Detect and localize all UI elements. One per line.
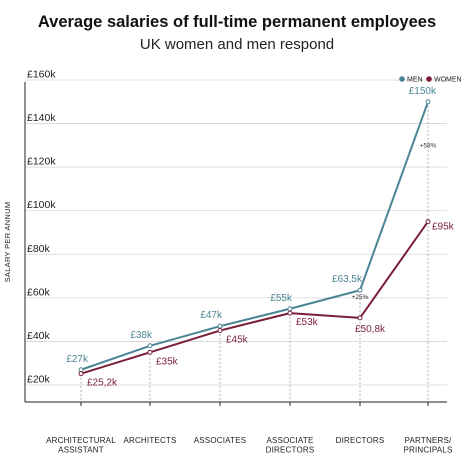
- data-point-women: [425, 219, 431, 225]
- legend-swatch-men: [399, 76, 405, 82]
- data-point-women: [217, 328, 223, 334]
- y-axis-label: SALARY PER ANNUM: [3, 202, 12, 283]
- data-point-men: [425, 99, 431, 105]
- x-category-label: ASSOCIATE: [267, 436, 314, 445]
- x-category-label: ASSISTANT: [58, 446, 104, 455]
- y-tick-label: £20k: [27, 374, 51, 386]
- series-line-men: [80, 101, 429, 371]
- x-category-label: PARTNERS/: [405, 436, 452, 445]
- data-label-women: £35k: [156, 356, 179, 367]
- y-tick-label: £120k: [27, 156, 56, 168]
- y-tick-label: £100k: [27, 199, 56, 211]
- x-category-label: ARCHITECTS: [123, 436, 176, 445]
- data-point-women: [357, 315, 363, 321]
- legend-label-women: WOMEN: [434, 77, 462, 84]
- data-point-men: [78, 367, 84, 373]
- y-tick-label: £40k: [27, 330, 51, 342]
- chart-subtitle: UK women and men respond: [139, 36, 335, 53]
- data-label-men: £47k: [200, 310, 223, 321]
- x-category-label: PRINCIPALS: [404, 446, 453, 455]
- y-tick-label: £160k: [27, 69, 56, 81]
- data-labels: £27k £38k £47k £55k £63,5k £150k £25,2k £35k £45…: [66, 86, 454, 389]
- y-tick-label: £80k: [27, 243, 51, 255]
- data-label-women: £45k: [226, 335, 249, 346]
- chart-legend: MEN WOMEN: [399, 76, 462, 84]
- legend-swatch-women: [426, 76, 432, 82]
- data-label-women: £95k: [432, 222, 455, 233]
- data-label-men: £63,5k: [332, 274, 363, 285]
- data-point-men: [147, 343, 153, 349]
- chart-axes: SALARY PER ANNUM £20k £40k £60k £80k £100k £12…: [3, 69, 452, 455]
- data-label-men: £38k: [130, 330, 153, 341]
- chart-title: Average salaries of full-time permanent …: [37, 13, 437, 31]
- data-point-men: [357, 287, 363, 293]
- data-label-women: £50,8k: [355, 324, 386, 335]
- data-point-women: [287, 310, 293, 316]
- y-tick-label: £140k: [27, 112, 56, 124]
- data-label-women: £53k: [296, 317, 319, 328]
- data-label-men: £27k: [66, 354, 89, 365]
- legend-label-men: MEN: [407, 77, 423, 84]
- data-label-men: £150k: [409, 86, 437, 97]
- series-lines: [78, 99, 431, 377]
- y-tick-label: £60k: [27, 286, 51, 298]
- data-point-women: [78, 371, 84, 377]
- x-category-label: DIRECTORS: [266, 446, 315, 455]
- data-point-men: [287, 306, 293, 312]
- data-label-men: £55k: [270, 293, 293, 304]
- series-line-women: [80, 221, 429, 375]
- gap-annotation: +58%: [420, 143, 437, 150]
- data-label-women: £25,2k: [87, 378, 118, 389]
- x-category-label: ARCHITECTURAL: [46, 436, 116, 445]
- x-category-label: DIRECTORS: [336, 436, 385, 445]
- data-point-men: [217, 323, 223, 329]
- x-category-label: ASSOCIATES: [194, 436, 247, 445]
- gap-annotation: +25%: [352, 294, 369, 301]
- data-point-women: [147, 349, 153, 355]
